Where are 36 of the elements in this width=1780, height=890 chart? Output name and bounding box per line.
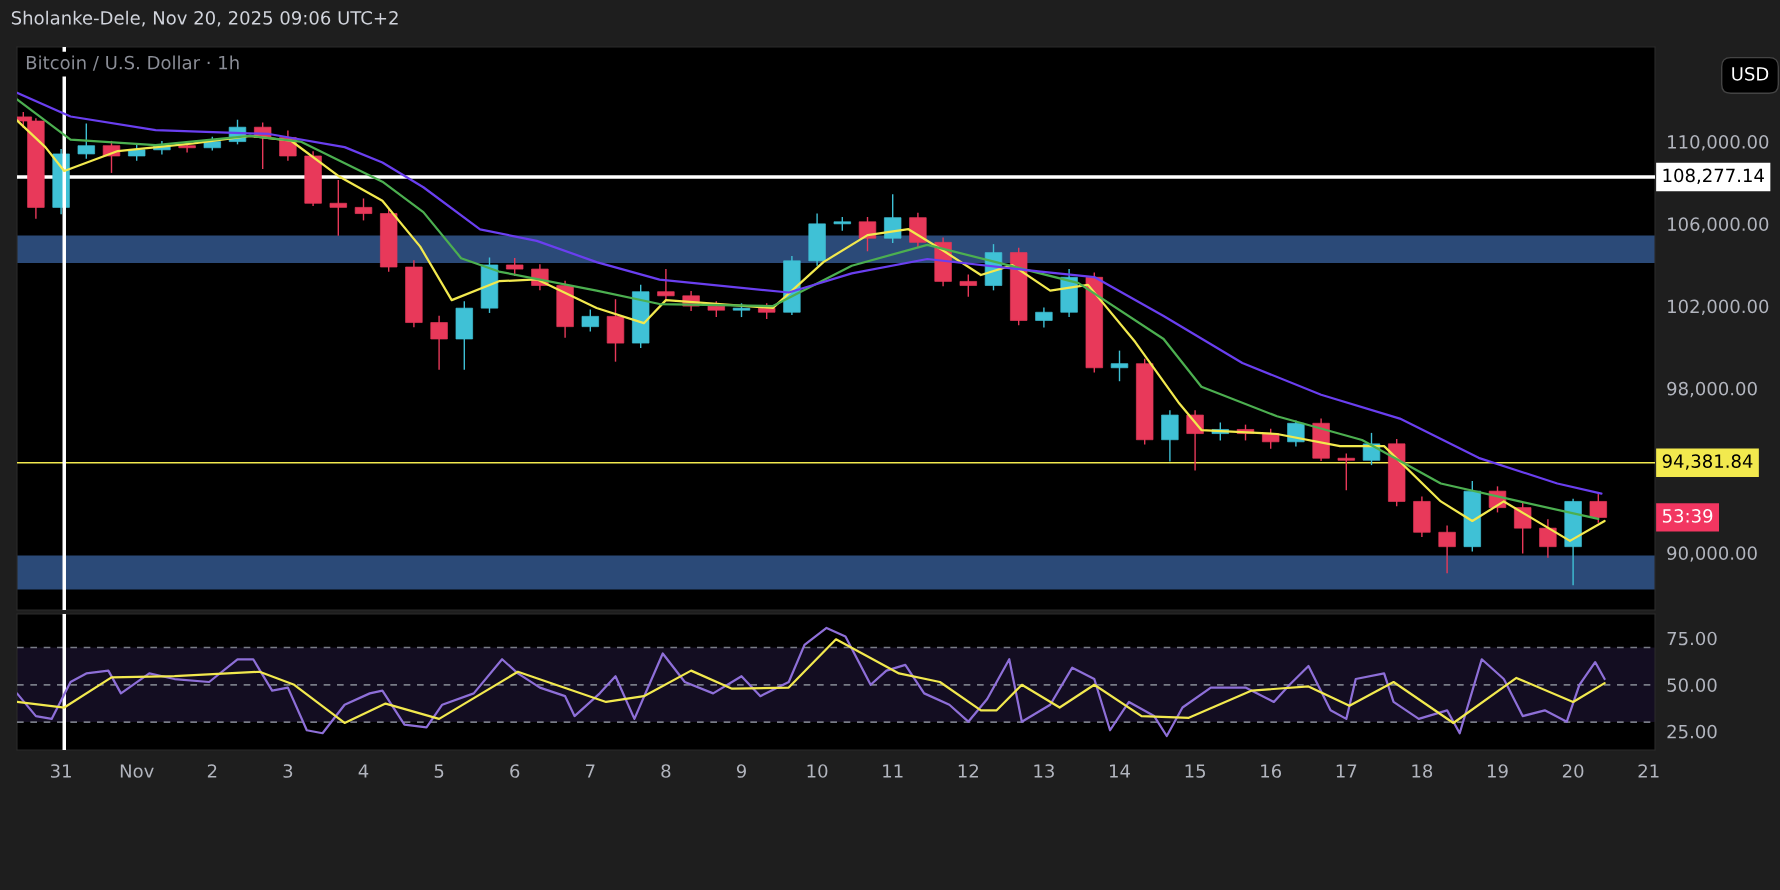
x-tick-label: Nov (120, 764, 154, 778)
y-tick-label: 102,000.00 (1668, 299, 1769, 316)
x-tick-label: 14 (1110, 764, 1130, 778)
x-tick-label: 5 (434, 764, 444, 778)
x-tick-label: 21 (1638, 764, 1659, 778)
chart-title: Bitcoin / U.S. Dollar · 1h (26, 55, 239, 71)
x-tick-label: 10 (807, 764, 828, 778)
y-tick-label: 98,000.00 (1667, 381, 1757, 398)
x-tick-label: 20 (1562, 764, 1584, 778)
x-tick-label: 9 (736, 764, 746, 778)
x-tick-label: 16 (1261, 764, 1282, 778)
y-tick-label: 90,000.00 (1667, 546, 1757, 562)
y-tick-label: 106,000.00 (1668, 217, 1769, 233)
chart-subtitle: Sholanke-Dele, Nov 20, 2025 09:06 UTC+2 (11, 10, 398, 27)
y-tick-label: 75.00 (1667, 631, 1717, 646)
ref-line-label: 94,381.84 (1662, 454, 1753, 470)
x-tick-label: 3 (283, 764, 293, 778)
x-tick-label: 11 (883, 764, 903, 778)
text: 53:39 (1662, 509, 1713, 523)
x-tick-label: 7 (586, 764, 595, 778)
text: USD (1732, 67, 1769, 81)
y-tick-label: 50.00 (1667, 678, 1717, 692)
x-tick-label: 18 (1412, 764, 1433, 778)
x-tick-label: 4 (358, 764, 369, 778)
x-tick-label: 8 (661, 764, 671, 778)
x-tick-label: 15 (1185, 764, 1206, 778)
y-tick-label: 25.00 (1667, 724, 1717, 739)
x-tick-label: 17 (1336, 764, 1357, 778)
x-tick-label: 12 (958, 764, 978, 778)
x-tick-label: 2 (207, 764, 217, 778)
y-tick-label: 110,000.00 (1668, 135, 1769, 151)
x-tick-label: 6 (510, 764, 520, 778)
x-tick-label: 19 (1488, 764, 1508, 778)
ref-line-label: 108,277.14 (1663, 168, 1764, 185)
x-tick-label: 31 (50, 764, 71, 778)
x-tick-label: 13 (1034, 764, 1054, 778)
